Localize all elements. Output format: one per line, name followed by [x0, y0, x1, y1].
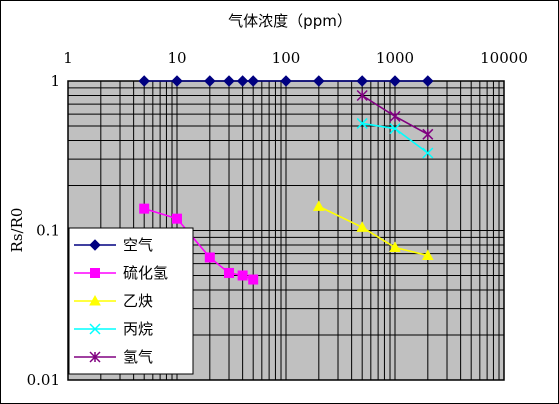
data-point — [138, 75, 150, 87]
data-point — [312, 200, 325, 211]
x-tick-label: 100 — [272, 49, 301, 67]
legend-label: 氢气 — [123, 348, 153, 366]
series-diamond — [138, 75, 434, 87]
legend-item: 丙烷 — [74, 320, 153, 338]
data-point — [224, 267, 235, 278]
legend-item: 硫化氢 — [74, 264, 168, 282]
series-star — [356, 89, 434, 140]
legend-item: 乙炔 — [74, 292, 153, 310]
legend-item: 氢气 — [74, 348, 153, 366]
axes: 1 10 100 1000 10000 1 0.1 0.01 — [27, 49, 528, 389]
data-point — [248, 274, 259, 285]
y-tick-label: 0.1 — [36, 222, 60, 240]
data-point — [389, 75, 401, 87]
data-point — [422, 128, 434, 140]
data-point — [171, 75, 183, 87]
data-point — [172, 213, 182, 224]
data-point — [236, 75, 249, 87]
series-square — [139, 203, 259, 285]
x-tick-label: 10000 — [480, 49, 528, 67]
data-point — [89, 323, 101, 335]
data-point — [389, 241, 401, 252]
data-point — [421, 249, 434, 261]
y-tick-label: 1 — [50, 72, 60, 90]
data-point — [313, 75, 325, 87]
series-layer — [138, 75, 434, 285]
y-axis-label: Rs/R0 — [8, 208, 26, 253]
chart-title: 气体浓度（ppm） — [228, 12, 352, 30]
data-point — [389, 123, 401, 135]
data-point — [237, 270, 248, 281]
x-tick-label: 1000 — [376, 49, 414, 67]
x-tick-label: 10 — [167, 49, 186, 67]
data-point — [139, 203, 150, 214]
series-triangle — [312, 200, 434, 261]
x-tick-label: 1 — [63, 49, 73, 67]
data-point — [280, 75, 292, 87]
data-point — [356, 89, 368, 102]
series-line — [318, 205, 429, 257]
legend-label: 硫化氢 — [123, 264, 168, 282]
legend-item: 空气 — [74, 236, 153, 254]
series-x — [356, 117, 434, 159]
data-point — [422, 147, 434, 159]
legend-label: 空气 — [123, 236, 153, 254]
y-tick-label: 0.01 — [27, 371, 60, 389]
legend-label: 乙炔 — [123, 292, 153, 310]
data-point — [89, 294, 101, 306]
legend-label: 丙烷 — [123, 320, 153, 338]
data-point — [356, 221, 369, 232]
data-point — [389, 110, 401, 122]
data-point — [247, 75, 259, 87]
data-point — [204, 75, 216, 87]
data-point — [356, 75, 368, 87]
data-point — [90, 268, 100, 278]
data-point — [89, 239, 101, 251]
data-point — [223, 75, 235, 87]
data-point — [204, 252, 215, 263]
data-point — [422, 75, 434, 87]
data-point — [356, 117, 368, 129]
data-point — [89, 351, 101, 363]
